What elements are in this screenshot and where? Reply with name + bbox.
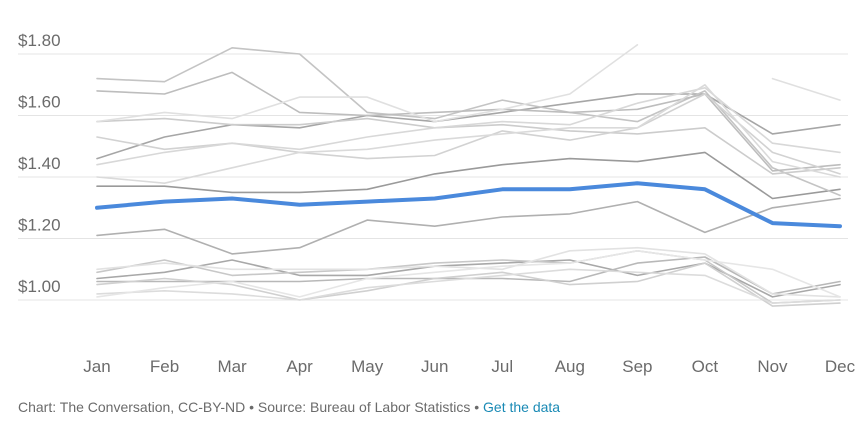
series-line (96, 84, 841, 184)
series-line (96, 268, 841, 304)
x-tick-label: Jan (83, 357, 110, 376)
series-line (96, 93, 841, 175)
series-lines (95, 44, 842, 307)
series-line (96, 117, 841, 175)
x-axis-labels: Jan Feb Mar Apr May Jun Jul Aug Sep Oct Nov Dec (83, 357, 855, 376)
x-tick-label: Jul (491, 357, 513, 376)
series-line (96, 250, 841, 304)
x-tick-label: Dec (825, 357, 856, 376)
x-tick-label: Nov (757, 357, 788, 376)
y-tick-label: $1.60 (18, 93, 61, 112)
series-line (96, 259, 841, 298)
series-line (96, 71, 841, 172)
grid-lines (18, 53, 848, 301)
x-tick-label: Mar (217, 357, 247, 376)
y-axis-labels: $1.00 $1.20 $1.40 $1.60 $1.80 (18, 31, 61, 296)
chart-footer: Chart: The Conversation, CC-BY-ND • Sour… (18, 399, 560, 415)
series-line (96, 262, 841, 307)
y-tick-label: $1.80 (18, 31, 61, 50)
x-tick-label: Apr (286, 357, 313, 376)
y-tick-label: $1.00 (18, 277, 61, 296)
get-the-data-link[interactable]: Get the data (483, 399, 561, 415)
series-line (96, 93, 841, 160)
highlighted-series-line (95, 181, 842, 229)
series-line (771, 77, 841, 101)
x-tick-label: Jun (421, 357, 448, 376)
x-tick-label: Oct (692, 357, 719, 376)
footer-credit: Chart: The Conversation, CC-BY-ND • Sour… (18, 399, 484, 415)
series-line (96, 246, 841, 298)
series-line (96, 151, 841, 200)
series-line (96, 250, 841, 298)
x-tick-label: Feb (150, 357, 179, 376)
line-chart: $1.00 $1.20 $1.40 $1.60 $1.80 Jan Feb Mar Apr Ma… (18, 31, 856, 376)
y-tick-label: $1.20 (18, 216, 61, 235)
series-line (96, 44, 639, 123)
x-tick-label: Aug (555, 357, 585, 376)
y-tick-label: $1.40 (18, 154, 61, 173)
x-tick-label: Sep (622, 357, 652, 376)
series-line (96, 197, 841, 255)
x-tick-label: May (351, 357, 384, 376)
